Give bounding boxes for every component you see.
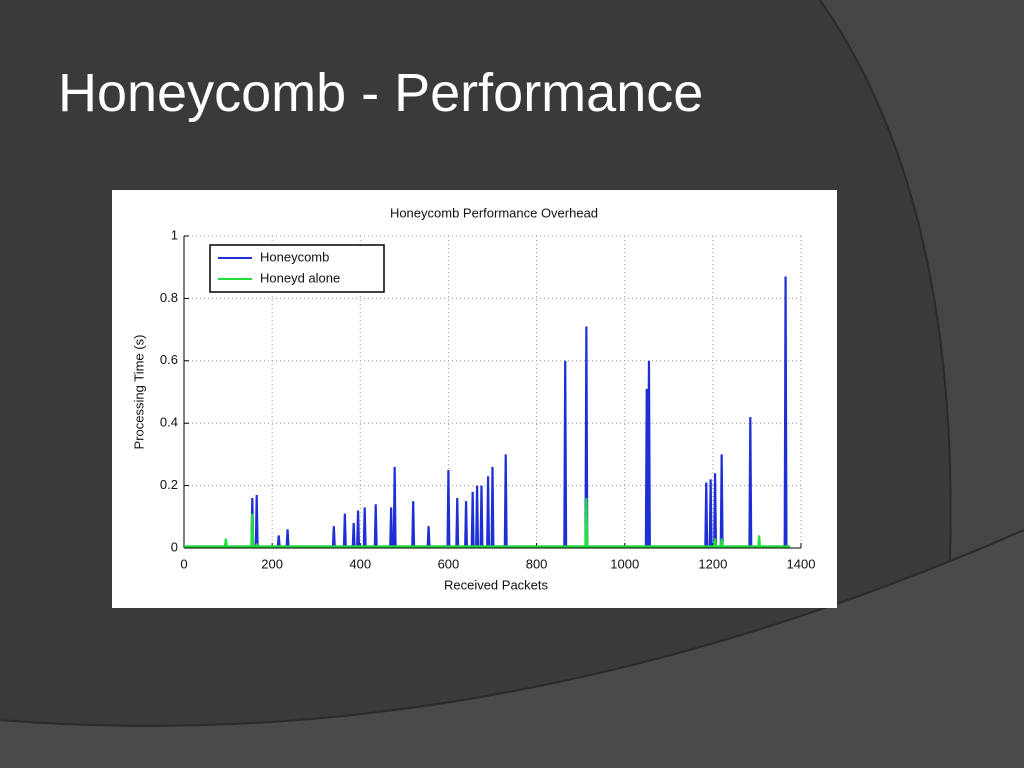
- x-tick-label: 1000: [610, 556, 639, 571]
- legend-box: [209, 244, 385, 293]
- x-tick-label: 400: [349, 556, 371, 571]
- slide-title: Honeycomb - Performance: [58, 63, 704, 123]
- x-axis-label: Received Packets: [444, 577, 549, 592]
- y-tick-label: 1: [171, 227, 178, 242]
- y-tick-label: 0.4: [160, 415, 178, 430]
- legend-label: Honeyd alone: [260, 270, 340, 285]
- chart: Honeycomb Performance Overhead Received …: [112, 190, 837, 608]
- y-axis-label: Processing Time (s): [131, 335, 146, 450]
- x-tick-label: 200: [261, 556, 283, 571]
- x-tick-label: 800: [526, 556, 548, 571]
- legend-label: Honeycomb: [260, 249, 329, 264]
- y-tick-label: 0: [171, 539, 178, 554]
- y-tick-label: 0.2: [160, 477, 178, 492]
- y-tick-label: 0.8: [160, 290, 178, 305]
- y-tick-label: 0.6: [160, 352, 178, 367]
- x-tick-label: 600: [438, 556, 460, 571]
- x-tick-label: 0: [180, 556, 187, 571]
- x-tick-label: 1400: [787, 556, 816, 571]
- data-line: [184, 276, 790, 548]
- x-tick-label: 1200: [698, 556, 727, 571]
- data-line: [184, 498, 790, 548]
- chart-title: Honeycomb Performance Overhead: [390, 205, 598, 220]
